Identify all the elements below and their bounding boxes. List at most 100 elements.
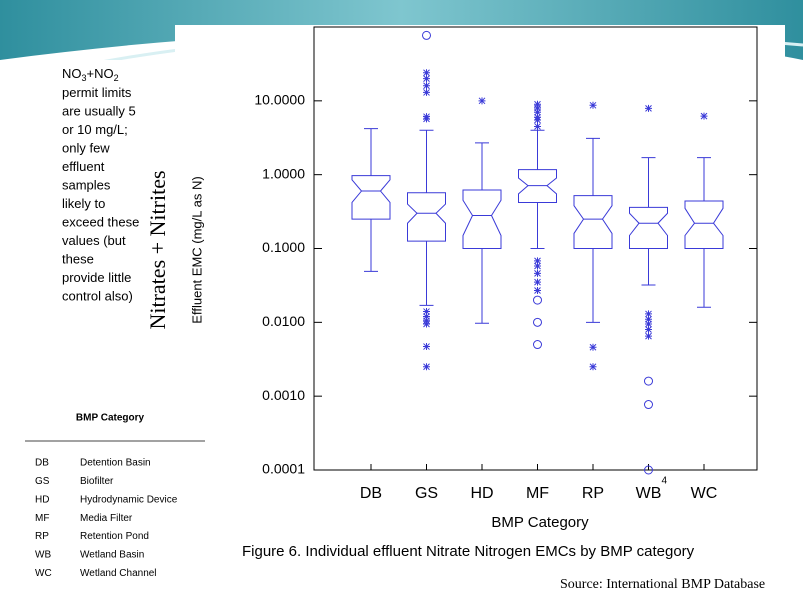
formula-part: NO bbox=[62, 66, 82, 81]
note-panel bbox=[58, 60, 178, 315]
outlier-circle bbox=[644, 400, 653, 410]
note-line: provide little bbox=[62, 270, 131, 285]
outlier-star bbox=[534, 122, 541, 130]
outlier-star bbox=[423, 88, 430, 96]
outlier-star bbox=[534, 257, 541, 265]
outlier-star bbox=[645, 104, 652, 112]
outlier-star bbox=[423, 363, 430, 371]
note-formula: NO3+NO2 bbox=[62, 66, 119, 83]
outlier-star bbox=[423, 115, 430, 123]
y-tick-label: 0.0100 bbox=[262, 313, 305, 329]
note-line: values (but bbox=[62, 233, 126, 248]
whisker-high bbox=[364, 128, 378, 176]
note-text: permit limits are usually 5 or 10 mg/L; onl… bbox=[62, 85, 139, 304]
outlier-star bbox=[645, 310, 652, 318]
outlier-star bbox=[423, 312, 430, 320]
note-line: likely to bbox=[62, 196, 105, 211]
legend-name: Biofilter bbox=[80, 476, 114, 487]
legend-code: RP bbox=[35, 531, 49, 542]
side-label: Nitrates + Nitrites bbox=[145, 170, 170, 329]
y-axis-label: Effluent EMC (mg/L as N) bbox=[189, 176, 204, 323]
note-line: or 10 mg/L; bbox=[62, 122, 128, 137]
whisker-low bbox=[586, 248, 600, 323]
outlier-circle bbox=[533, 340, 542, 350]
formula-sub: 3 bbox=[82, 73, 87, 83]
outlier-star bbox=[423, 320, 430, 328]
outlier-circle bbox=[644, 376, 653, 386]
outlier-circle bbox=[422, 30, 431, 40]
outlier-star bbox=[534, 104, 541, 112]
outlier-star bbox=[423, 308, 430, 316]
whisker-high bbox=[475, 142, 489, 190]
box bbox=[573, 195, 613, 249]
y-tick-label: 0.0010 bbox=[262, 387, 305, 403]
legend-code: HD bbox=[35, 494, 49, 505]
note-line: effluent bbox=[62, 159, 105, 174]
outlier-star bbox=[645, 332, 652, 340]
annotation: 4 bbox=[662, 476, 668, 487]
outlier-star bbox=[534, 116, 541, 124]
legend-code: WB bbox=[35, 550, 51, 561]
whisker-low bbox=[641, 248, 656, 286]
note-line: these bbox=[62, 251, 94, 266]
formula-part: +NO bbox=[87, 66, 114, 81]
outlier-star bbox=[645, 325, 652, 333]
whisker-high bbox=[586, 137, 600, 196]
legend-name: Retention Pond bbox=[80, 531, 149, 542]
outlier-star bbox=[534, 108, 541, 116]
x-tick-label: DB bbox=[360, 485, 382, 502]
legend-name: Wetland Channel bbox=[80, 568, 157, 579]
outlier-star bbox=[645, 320, 652, 328]
outlier-star bbox=[534, 100, 541, 108]
caption: Figure 6. Individual effluent Nitrate Ni… bbox=[242, 543, 695, 560]
x-tick-label: WB bbox=[636, 485, 662, 502]
outlier-star bbox=[534, 278, 541, 286]
legend-code: WC bbox=[35, 568, 52, 579]
legend-name: Hydrodynamic Device bbox=[80, 494, 178, 505]
outlier-star bbox=[589, 343, 597, 351]
note-line: are usually 5 bbox=[62, 103, 136, 118]
box bbox=[407, 192, 446, 242]
x-tick-label: MF bbox=[526, 485, 549, 502]
note-line: control also) bbox=[62, 288, 133, 303]
outlier-circle bbox=[533, 295, 542, 305]
whisker-low bbox=[475, 248, 489, 324]
legend-code: GS bbox=[35, 476, 50, 487]
legend-table: DB Detention Basin GS Biofilter HD Hydrodynam… bbox=[35, 458, 178, 579]
outlier-star bbox=[423, 69, 430, 77]
box bbox=[351, 175, 391, 220]
whisker-high bbox=[697, 157, 711, 201]
note-line: only few bbox=[62, 140, 110, 155]
outlier-star bbox=[423, 82, 430, 90]
whisker-high bbox=[641, 157, 656, 208]
legend-code: MF bbox=[35, 513, 49, 524]
whisker-low bbox=[419, 241, 434, 306]
note-line: exceed these bbox=[62, 214, 139, 229]
whisker-low bbox=[364, 219, 378, 272]
legend-name: Media Filter bbox=[80, 513, 133, 524]
outlier-star bbox=[423, 75, 430, 83]
outlier-star bbox=[700, 112, 708, 120]
y-tick-label: 1.0000 bbox=[262, 165, 305, 181]
x-tick-label: GS bbox=[415, 485, 438, 502]
chart-panel bbox=[175, 25, 785, 598]
outlier-circle bbox=[644, 465, 653, 475]
outlier-star bbox=[423, 343, 430, 351]
outlier-star bbox=[645, 315, 652, 323]
outlier-star bbox=[534, 286, 541, 294]
whisker-high bbox=[419, 129, 434, 193]
x-tick-label: RP bbox=[582, 485, 604, 502]
x-tick-label: WC bbox=[691, 485, 718, 502]
outlier-star bbox=[589, 363, 597, 371]
legend-name: Wetland Basin bbox=[80, 550, 144, 561]
note-line: samples bbox=[62, 177, 111, 192]
x-axis-label: BMP Category bbox=[491, 514, 589, 531]
legend-code: DB bbox=[35, 458, 49, 469]
note-line: permit limits bbox=[62, 85, 132, 100]
outlier-star bbox=[534, 269, 541, 277]
legend-title: BMP Category bbox=[76, 413, 145, 424]
whisker-low bbox=[530, 202, 545, 249]
x-tick-label: HD bbox=[470, 485, 493, 502]
